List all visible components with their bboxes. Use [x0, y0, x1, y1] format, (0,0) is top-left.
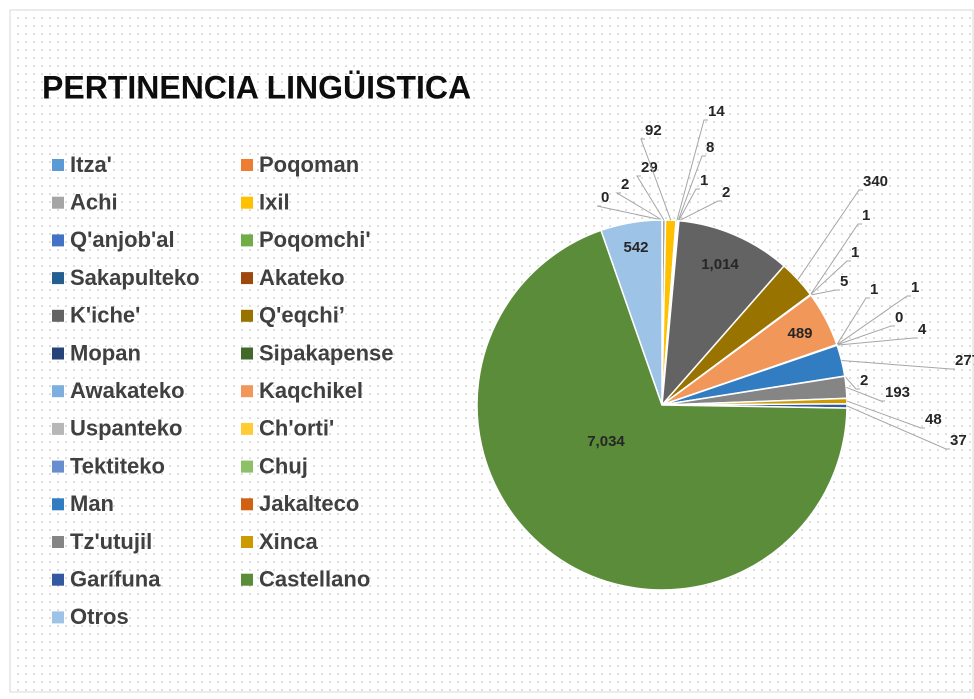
legend-label: Q'anjob'al — [70, 227, 175, 252]
legend-label: Mopan — [70, 340, 141, 365]
data-label: 277 — [955, 352, 974, 369]
legend-swatch — [241, 498, 253, 510]
legend-label: Sakapulteko — [70, 265, 200, 290]
data-label: 8 — [706, 139, 714, 156]
legend-label: Ixil — [259, 190, 290, 215]
legend-label: Otros — [70, 604, 129, 629]
legend-label: Ch'orti' — [259, 416, 334, 441]
legend-swatch — [241, 234, 253, 246]
legend-swatch — [52, 159, 64, 171]
data-label: 48 — [925, 411, 942, 428]
data-label: 1 — [862, 207, 870, 224]
legend-swatch — [241, 574, 253, 586]
legend-swatch — [52, 574, 64, 586]
data-label: 14 — [708, 103, 725, 120]
legend-swatch — [52, 611, 64, 623]
data-label: 2 — [860, 372, 868, 389]
legend-label: Castellano — [259, 567, 370, 592]
legend-label: Itza' — [70, 152, 112, 177]
legend-swatch — [241, 461, 253, 473]
legend-label: Jakalteco — [259, 491, 359, 516]
legend-label: K'iche' — [70, 303, 140, 328]
legend-swatch — [241, 310, 253, 322]
legend-swatch — [241, 536, 253, 548]
legend-swatch — [52, 423, 64, 435]
legend-label: Tektiteko — [70, 453, 165, 478]
legend-swatch — [52, 536, 64, 548]
legend-label: Kaqchikel — [259, 378, 363, 403]
legend-label: Tz'utujil — [70, 529, 152, 554]
data-label: 489 — [787, 325, 812, 342]
data-label: 92 — [645, 122, 662, 139]
legend-label: Xinca — [259, 529, 318, 554]
legend-swatch — [52, 197, 64, 209]
data-label: 4 — [918, 321, 927, 338]
data-label: 1 — [911, 279, 919, 296]
data-label: 7,034 — [587, 433, 625, 450]
data-label: 2 — [722, 184, 730, 201]
legend-label: Poqoman — [259, 152, 359, 177]
legend-swatch — [52, 385, 64, 397]
legend-label: Garífuna — [70, 567, 161, 592]
data-label: 1,014 — [701, 256, 739, 273]
data-label: 542 — [623, 239, 648, 256]
chart-title: PERTINENCIA LINGÜISTICA — [42, 69, 471, 105]
legend-label: Man — [70, 491, 114, 516]
data-label: 1 — [870, 281, 878, 298]
legend-label: Q'eqchi’ — [259, 303, 345, 328]
data-label: 340 — [863, 173, 888, 190]
data-label: 2 — [621, 176, 629, 193]
legend-swatch — [52, 461, 64, 473]
legend-swatch — [241, 272, 253, 284]
data-label: 193 — [885, 384, 910, 401]
legend-swatch — [52, 498, 64, 510]
data-label: 37 — [950, 432, 967, 449]
legend-label: Akateko — [259, 265, 345, 290]
legend-swatch — [52, 272, 64, 284]
legend-label: Poqomchi' — [259, 227, 371, 252]
data-label: 0 — [895, 309, 903, 326]
legend-label: Chuj — [259, 453, 308, 478]
legend-label: Achi — [70, 190, 118, 215]
legend-swatch — [241, 197, 253, 209]
data-label: 1 — [700, 172, 708, 189]
legend-swatch — [241, 159, 253, 171]
legend-label: Awakateko — [70, 378, 185, 403]
data-label: 5 — [840, 273, 848, 290]
legend-swatch — [241, 423, 253, 435]
legend-swatch — [52, 234, 64, 246]
data-label: 0 — [601, 189, 609, 206]
legend-label: Sipakapense — [259, 340, 394, 365]
legend-swatch — [241, 348, 253, 360]
legend-label: Uspanteko — [70, 416, 182, 441]
legend-swatch — [241, 385, 253, 397]
data-label: 1 — [851, 244, 859, 261]
legend-swatch — [52, 348, 64, 360]
legend-swatch — [52, 310, 64, 322]
